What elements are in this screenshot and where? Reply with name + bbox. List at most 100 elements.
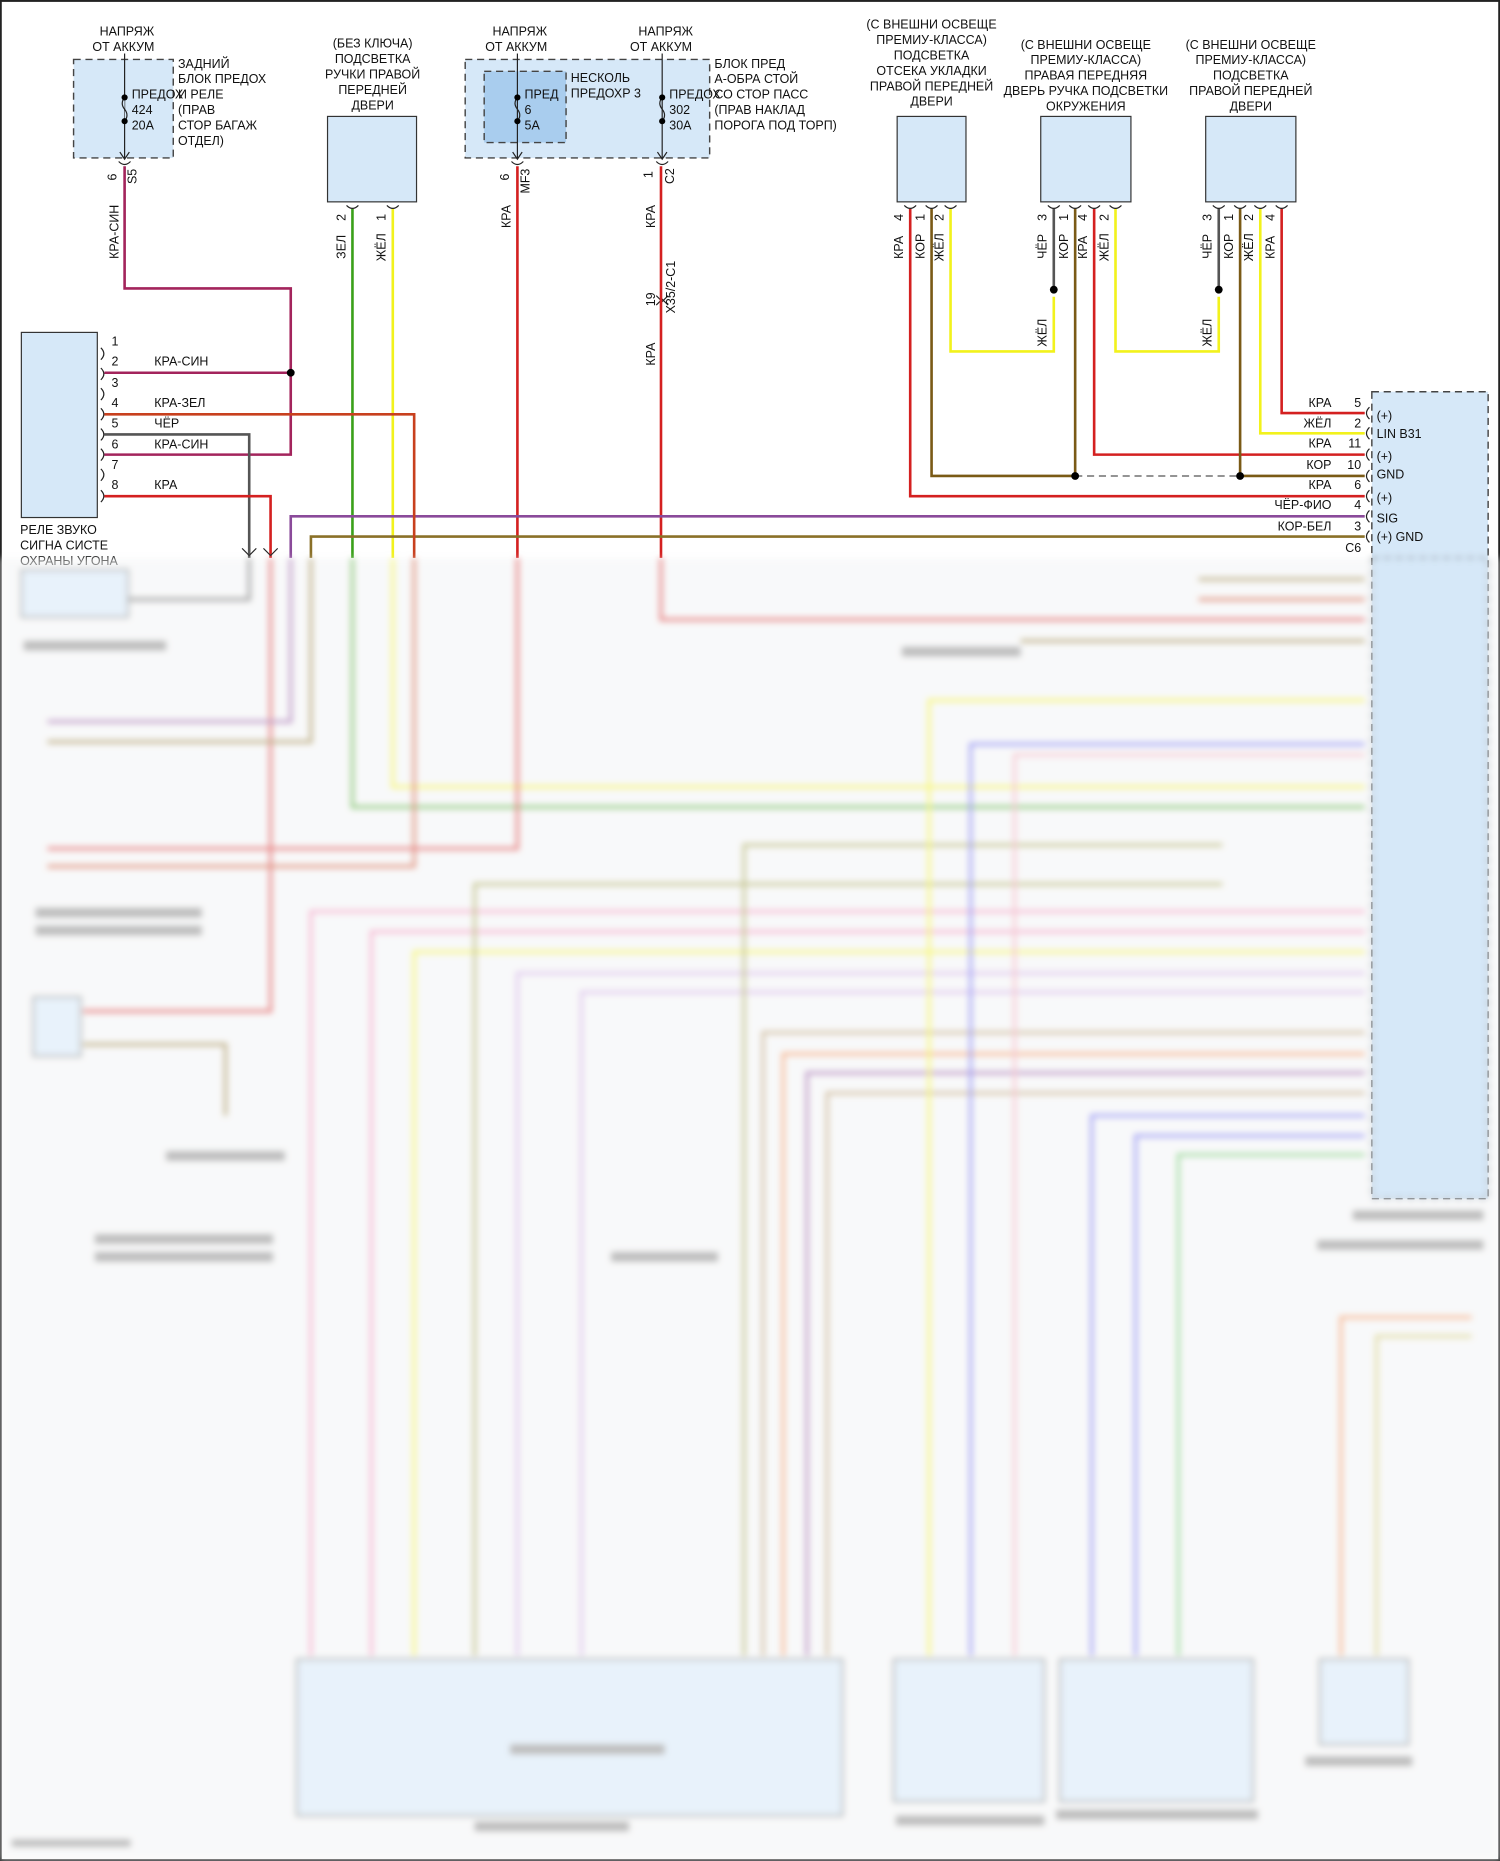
- wire-color-label: КРА-СИН: [108, 205, 122, 259]
- block-name: БЛОК ПРЕДОХ: [178, 72, 267, 86]
- component-name: (С ВНЕШНИ ОСВЕЩЕ: [1021, 38, 1151, 52]
- rear-fuse-block: НАПРЯЖ ОТ АККУМ ПРЕДОХ 424 20A ЗАДНИЙ БЛ…: [72, 25, 267, 259]
- pin-number: 3: [1036, 214, 1050, 221]
- fuse-number: 424: [132, 103, 153, 117]
- subblock-name: НЕСКОЛЬ: [571, 71, 630, 85]
- diagram-label: 6: [112, 438, 119, 452]
- block-name: (ПРАВ: [178, 103, 215, 117]
- obscured-region: [0, 557, 1500, 1861]
- block-name: ОТДЕЛ): [178, 134, 224, 148]
- diagram-label: 4: [1354, 498, 1361, 512]
- fuse-label: ПРЕДОХ: [669, 88, 721, 102]
- pin-number: 1: [642, 171, 656, 178]
- diagram-label: ЧЁР-ФИО: [1274, 498, 1331, 512]
- block-name: СТОР БАГАЖ: [178, 118, 257, 132]
- component-name: ДВЕРЬ РУЧКА ПОДСВЕТКИ: [1004, 84, 1168, 98]
- diagram-label: КОР-БЕЛ: [1278, 520, 1332, 534]
- fuse-label: ПРЕД: [525, 88, 560, 102]
- component-name: ПРЕМИУ-КЛАССА): [1196, 53, 1307, 67]
- supply-label: ОТ АККУМ: [92, 40, 154, 54]
- diagram-label: 5: [1354, 396, 1361, 410]
- supply-label: НАПРЯЖ: [492, 25, 547, 39]
- diagram-label: ЧЁР: [154, 416, 179, 430]
- pin-number: 1: [1222, 214, 1236, 221]
- nokey-handle-light: (БЕЗ КЛЮЧА) ПОДСВЕТКА РУЧКИ ПРАВОЙ ПЕРЕД…: [325, 37, 420, 262]
- supply-label: ОТ АККУМ: [485, 40, 547, 54]
- wire-color-label: ЧЁР: [1201, 234, 1215, 259]
- diagram-label: GND: [1377, 467, 1405, 481]
- component-name: ДВЕРИ: [910, 95, 952, 109]
- ambient-handle-light: (С ВНЕШНИ ОСВЕЩЕ ПРЕМИУ-КЛАССА) ПРАВАЯ П…: [1004, 38, 1168, 347]
- block-name: И РЕЛЕ: [178, 88, 224, 102]
- diagram-label: 2: [1354, 416, 1361, 430]
- diagram-label: КРА: [1308, 478, 1332, 492]
- wire-color-label: КРА: [644, 342, 658, 366]
- wire-kra: [104, 494, 272, 558]
- wire-color-label: КОР: [1222, 234, 1236, 259]
- fuse-label: ПРЕДОХ: [132, 88, 184, 102]
- wire-color-label: КРА: [644, 204, 658, 228]
- component-name: ДВЕРИ: [351, 98, 393, 112]
- block-name: ЗАДНИЙ: [178, 56, 230, 71]
- diagram-label: КРА-СИН: [154, 438, 208, 452]
- fuse-icon: [659, 97, 666, 122]
- pin-number: 2: [1242, 214, 1256, 221]
- door-lighting-wires: [289, 208, 1365, 558]
- diagram-label: КРА: [154, 478, 178, 492]
- diagram-label: 4: [112, 396, 119, 410]
- module-pin-row: КРА 5 (+) ЖЁЛ 2 LIN B31 КРА 11 (+) КОР 10 GND КР…: [1274, 396, 1423, 555]
- fuse-rating: 20A: [132, 118, 155, 132]
- pin-number: 2: [1097, 214, 1111, 221]
- component-name: ПРЕМИУ-КЛАССА): [1031, 53, 1142, 67]
- fuse-icon: [514, 97, 521, 122]
- pin-number: 6: [498, 174, 512, 181]
- block-name: (ПРАВ НАКЛАД: [714, 103, 805, 117]
- component-name: ПРАВОЙ ПЕРЕДНЕЙ: [870, 78, 993, 93]
- supply-label: НАПРЯЖ: [638, 25, 693, 39]
- diagram-label: 11: [1348, 437, 1361, 451]
- block-name: БЛОК ПРЕД: [714, 57, 785, 71]
- component-name: (С ВНЕШНИ ОСВЕЩЕ: [866, 18, 996, 32]
- component-name: СИГНА СИСТЕ: [20, 539, 108, 553]
- diagram-label: КРА: [1308, 396, 1332, 410]
- fuse-number: 302: [669, 103, 690, 117]
- pin-number: 4: [1264, 214, 1278, 221]
- block-name: А-ОБРА СТОЙ: [714, 71, 798, 86]
- block-name: ПОРОГА ПОД ТОРП): [714, 118, 836, 132]
- diagram-label: SIG: [1377, 511, 1398, 525]
- wire-cher: [104, 433, 251, 558]
- diagram-label: 2: [112, 355, 119, 369]
- component-name: РЕЛЕ ЗВУКО: [20, 523, 97, 537]
- front-fuse-block: НАПРЯЖ ОТ АККУМ НАПРЯЖ ОТ АККУМ НЕСКОЛЬ …: [464, 25, 837, 366]
- connector-id: C6: [1345, 541, 1361, 555]
- diagram-label: 1: [112, 334, 119, 348]
- pin-number: 4: [1076, 214, 1090, 221]
- diagram-label: КРА: [1308, 437, 1332, 451]
- supply-label: НАПРЯЖ: [100, 25, 155, 39]
- wire-color-label: ЖЁЛ: [1242, 233, 1256, 261]
- wire-color-label: ЗЕЛ: [334, 235, 348, 259]
- diagram-label: (+): [1377, 450, 1393, 464]
- pin-number: 2: [334, 214, 348, 221]
- wire-color-label: ЖЁЛ: [1036, 319, 1050, 347]
- diagram-label: КРА-ЗЕЛ: [154, 396, 205, 410]
- fuse-number: 6: [525, 103, 532, 117]
- component-name: ПОДСВЕТКА: [335, 52, 411, 66]
- wire-color-label: КОР: [1057, 234, 1071, 259]
- diagram-label: 3: [1354, 520, 1361, 534]
- diagram-label: (+): [1377, 491, 1393, 505]
- wire-kra-sin: [104, 166, 293, 456]
- fuse-icon: [121, 97, 128, 122]
- wire-kra-zel: [104, 412, 416, 558]
- subblock-name: ПРЕДОХР 3: [571, 86, 641, 100]
- component-name: ПЕРЕДНЕЙ: [338, 82, 407, 97]
- wire-color-label: ЖЁЛ: [932, 233, 946, 261]
- supply-label: ОТ АККУМ: [630, 40, 692, 54]
- diagram-label: КОР: [1306, 458, 1331, 472]
- diagram-label: ЖЁЛ: [1304, 416, 1332, 430]
- connector-id: MF3: [518, 169, 532, 194]
- component-name: ПРАВОЙ ПЕРЕДНЕЙ: [1189, 83, 1312, 98]
- component-name: ПРАВАЯ ПЕРЕДНЯЯ: [1025, 69, 1148, 83]
- door-light: (С ВНЕШНИ ОСВЕЩЕ ПРЕМИУ-КЛАССА) ПОДСВЕТК…: [1186, 38, 1316, 347]
